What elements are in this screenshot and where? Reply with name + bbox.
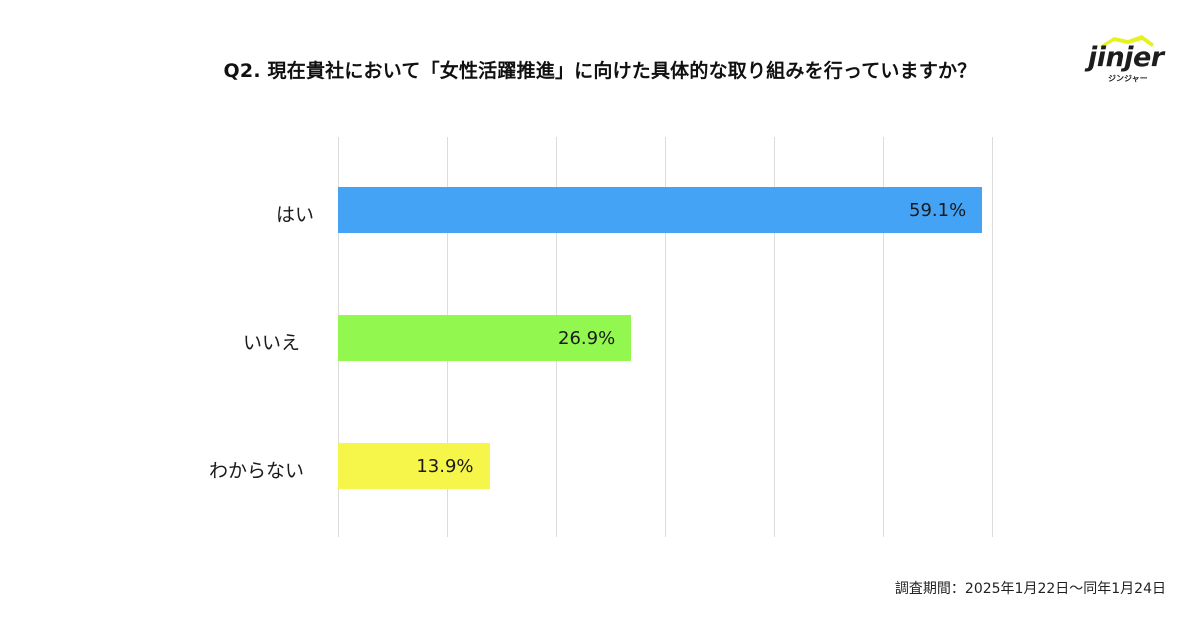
bar-value-label: 26.9% bbox=[558, 327, 616, 349]
category-label-unknown: わからない bbox=[208, 460, 304, 482]
bar-value-label: 13.9% bbox=[416, 455, 474, 477]
survey-period: 調査期間：2025年1月22日〜同年1月24日 bbox=[894, 581, 1166, 597]
bar-value-label: 59.1% bbox=[909, 199, 967, 221]
logo-kana: ジンジャー bbox=[1108, 74, 1148, 83]
bar-chart-plot-area: 59.1% 26.9% 13.9% bbox=[338, 137, 993, 537]
chart-title: Q2. 現在貴社において「女性活躍推進」に向けた具体的な取り組みを行っていますか… bbox=[223, 60, 977, 82]
gridline-40 bbox=[774, 137, 775, 537]
gridline-30 bbox=[665, 137, 666, 537]
jinjer-logo: jinjer ジンジャー bbox=[1084, 34, 1174, 84]
bar-yes: 59.1% bbox=[338, 187, 983, 233]
gridline-60 bbox=[992, 137, 993, 537]
logo-roof-icon bbox=[1100, 35, 1154, 48]
logo-wordmark: jinjer bbox=[1088, 42, 1164, 73]
bar-unknown: 13.9% bbox=[338, 443, 490, 489]
gridline-50 bbox=[883, 137, 884, 537]
bar-no: 26.9% bbox=[338, 315, 632, 361]
category-label-no: いいえ bbox=[242, 332, 300, 354]
category-label-yes: はい bbox=[275, 204, 314, 226]
